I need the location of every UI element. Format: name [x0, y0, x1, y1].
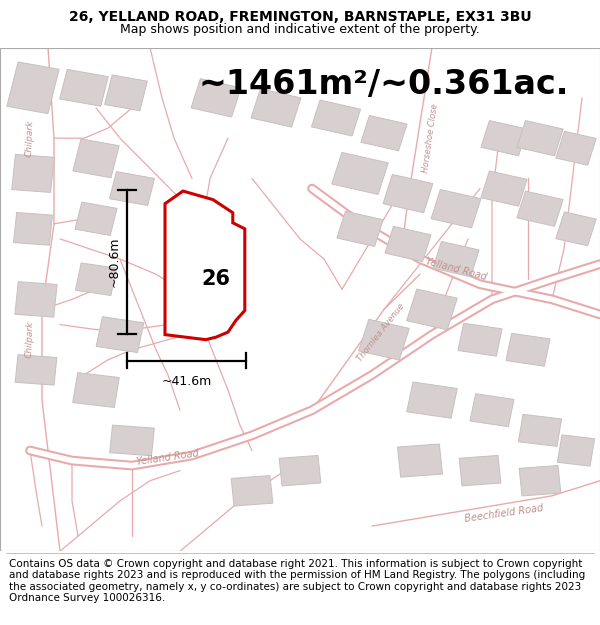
Text: Chilpark: Chilpark: [25, 119, 35, 157]
Polygon shape: [398, 444, 442, 477]
Polygon shape: [311, 100, 361, 136]
Polygon shape: [359, 319, 409, 360]
Text: Map shows position and indicative extent of the property.: Map shows position and indicative extent…: [120, 22, 480, 36]
Text: Beechfield Road: Beechfield Road: [464, 503, 544, 524]
Polygon shape: [556, 212, 596, 246]
Text: 26: 26: [202, 269, 230, 289]
Text: Chilpark: Chilpark: [25, 321, 35, 359]
Polygon shape: [407, 289, 457, 330]
Polygon shape: [15, 282, 57, 317]
Polygon shape: [12, 154, 54, 192]
Polygon shape: [15, 354, 57, 385]
Text: ~1461m²/~0.361ac.: ~1461m²/~0.361ac.: [198, 68, 568, 101]
Polygon shape: [431, 189, 481, 228]
Polygon shape: [361, 116, 407, 151]
Text: 26, YELLAND ROAD, FREMINGTON, BARNSTAPLE, EX31 3BU: 26, YELLAND ROAD, FREMINGTON, BARNSTAPLE…: [68, 11, 532, 24]
Text: ~41.6m: ~41.6m: [161, 375, 212, 388]
Polygon shape: [407, 382, 457, 418]
Polygon shape: [73, 139, 119, 178]
Polygon shape: [165, 191, 245, 339]
Polygon shape: [433, 241, 479, 277]
Polygon shape: [231, 476, 273, 506]
Polygon shape: [13, 213, 53, 245]
Polygon shape: [517, 121, 563, 156]
Polygon shape: [104, 75, 148, 111]
Polygon shape: [110, 425, 154, 456]
Polygon shape: [279, 456, 321, 486]
Polygon shape: [383, 174, 433, 213]
Polygon shape: [76, 263, 116, 296]
Text: Contains OS data © Crown copyright and database right 2021. This information is : Contains OS data © Crown copyright and d…: [9, 559, 585, 603]
Polygon shape: [481, 121, 527, 156]
Polygon shape: [96, 317, 144, 352]
Polygon shape: [73, 372, 119, 408]
Text: Horseshoe Close: Horseshoe Close: [421, 103, 440, 173]
Polygon shape: [518, 414, 562, 446]
Polygon shape: [459, 456, 501, 486]
Text: Thornlea Avenue: Thornlea Avenue: [356, 301, 406, 363]
Polygon shape: [481, 171, 527, 206]
Polygon shape: [75, 202, 117, 236]
Polygon shape: [470, 394, 514, 427]
Polygon shape: [332, 152, 388, 194]
Polygon shape: [556, 131, 596, 165]
Polygon shape: [458, 323, 502, 356]
Polygon shape: [557, 435, 595, 466]
Polygon shape: [60, 69, 108, 106]
Polygon shape: [506, 333, 550, 366]
Text: ~80.6m: ~80.6m: [107, 236, 121, 287]
Polygon shape: [385, 226, 431, 262]
Polygon shape: [7, 62, 59, 114]
Polygon shape: [337, 211, 383, 246]
Polygon shape: [517, 191, 563, 226]
Text: Yelland Road: Yelland Road: [424, 256, 488, 282]
Polygon shape: [251, 89, 301, 127]
Polygon shape: [109, 172, 155, 206]
Text: Yelland Road: Yelland Road: [136, 449, 200, 468]
Polygon shape: [519, 466, 561, 496]
Polygon shape: [191, 79, 241, 117]
